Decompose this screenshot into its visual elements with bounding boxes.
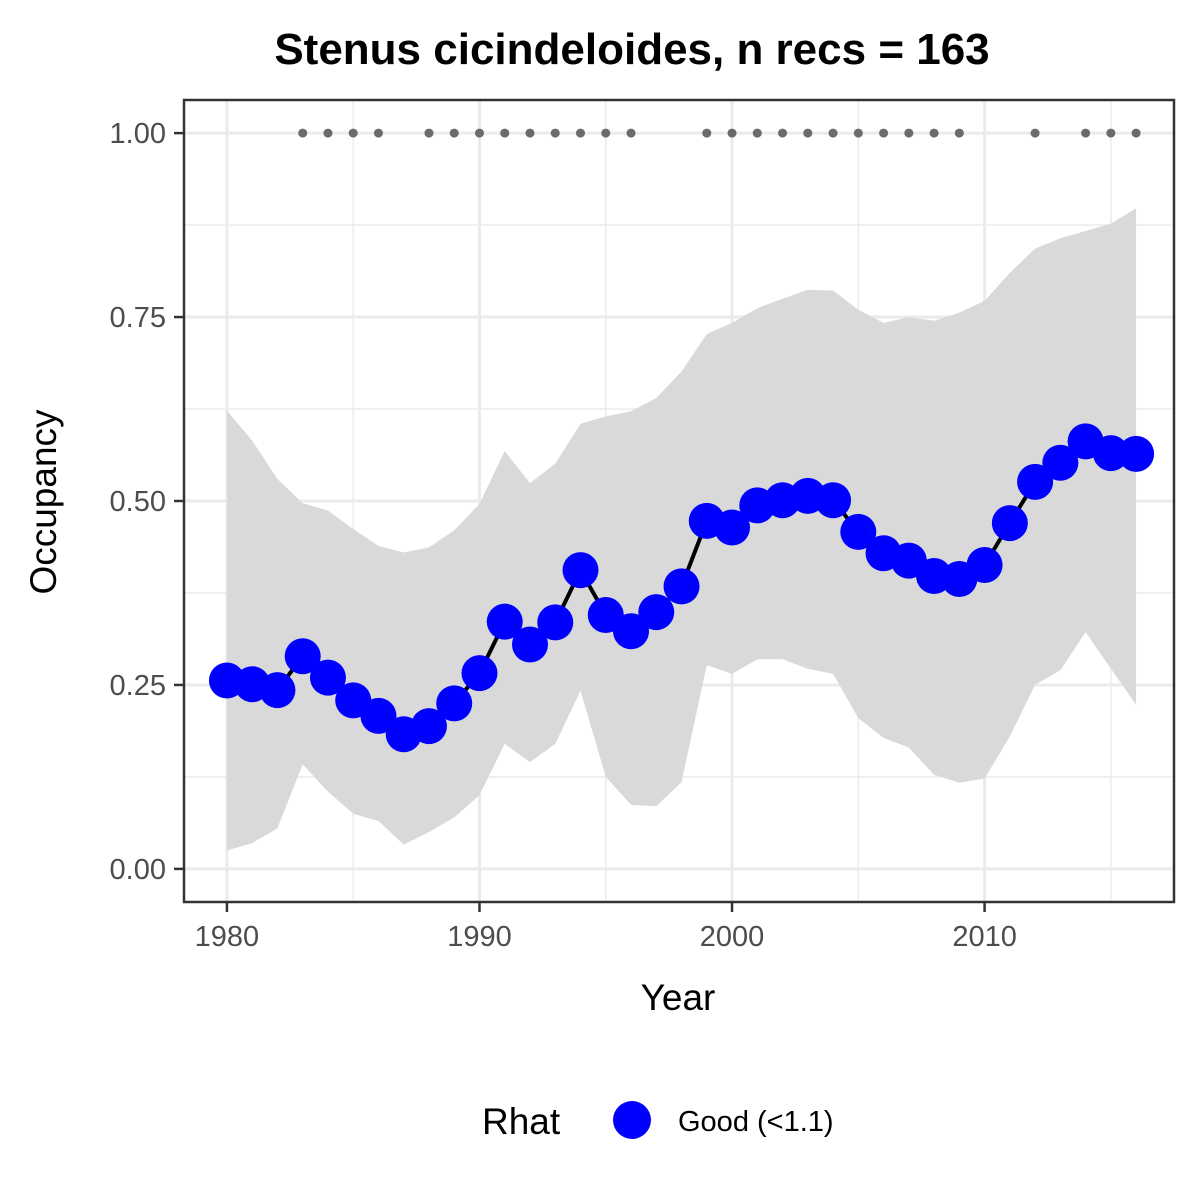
record-marker (525, 128, 535, 138)
data-point (991, 505, 1028, 542)
data-point (511, 626, 548, 663)
record-marker (954, 128, 964, 138)
record-marker (373, 128, 383, 138)
record-marker (853, 128, 863, 138)
record-marker (828, 128, 838, 138)
x-tick-label: 1980 (195, 921, 260, 953)
legend-key-good (613, 1101, 651, 1139)
data-point (562, 552, 599, 589)
record-marker (778, 128, 788, 138)
record-marker (424, 128, 434, 138)
legend-title: Rhat (482, 1101, 561, 1142)
data-point (284, 638, 321, 675)
record-marker (474, 128, 484, 138)
x-tick-label: 2000 (700, 921, 765, 953)
data-point (309, 659, 346, 696)
data-point (714, 509, 751, 546)
data-point (1118, 435, 1155, 472)
plot-panel (182, 98, 1176, 904)
record-marker (601, 128, 611, 138)
record-marker (1030, 128, 1040, 138)
legend-label-good: Good (<1.1) (678, 1106, 834, 1138)
record-marker (550, 128, 560, 138)
record-marker (449, 128, 459, 138)
x-axis: 1980 1990 2000 2010 (195, 902, 1017, 953)
record-marker (904, 128, 914, 138)
chart-title: Stenus cicindeloides, n recs = 163 (274, 25, 989, 74)
data-point (663, 568, 700, 605)
data-point (259, 672, 296, 709)
x-axis-title: Year (641, 977, 716, 1018)
record-marker (348, 128, 358, 138)
x-tick-label: 2010 (952, 921, 1017, 953)
data-point (461, 655, 498, 692)
data-point (486, 603, 523, 640)
y-tick-label: 0.50 (110, 486, 166, 518)
y-axis-title: Occupancy (23, 409, 64, 595)
record-marker (752, 128, 762, 138)
data-point (840, 513, 877, 550)
y-tick-label: 0.75 (110, 302, 166, 334)
record-marker (298, 128, 308, 138)
record-marker (1106, 128, 1116, 138)
record-marker (323, 128, 333, 138)
data-point (638, 594, 675, 631)
record-marker (879, 128, 889, 138)
data-point (410, 708, 447, 745)
y-tick-label: 0.00 (110, 854, 166, 886)
record-marker (500, 128, 510, 138)
record-marker (803, 128, 813, 138)
data-point (360, 697, 397, 734)
data-point (1042, 444, 1079, 481)
legend: Rhat Good (<1.1) (482, 1101, 834, 1142)
y-axis: 0.00 0.25 0.50 0.75 1.00 (110, 118, 184, 886)
record-marker (727, 128, 737, 138)
record-marker (1131, 128, 1141, 138)
data-point (436, 685, 473, 722)
data-points (208, 423, 1155, 753)
record-marker (626, 128, 636, 138)
record-marker (1081, 128, 1091, 138)
y-tick-label: 1.00 (110, 118, 166, 150)
record-markers (298, 128, 1141, 138)
data-point (613, 613, 650, 650)
record-marker (702, 128, 712, 138)
data-point (1017, 463, 1054, 500)
x-tick-label: 1990 (447, 921, 512, 953)
data-point (966, 547, 1003, 584)
y-tick-label: 0.25 (110, 670, 166, 702)
record-marker (576, 128, 586, 138)
data-point (1092, 435, 1129, 472)
data-point (537, 604, 574, 641)
data-point (815, 482, 852, 519)
record-marker (929, 128, 939, 138)
